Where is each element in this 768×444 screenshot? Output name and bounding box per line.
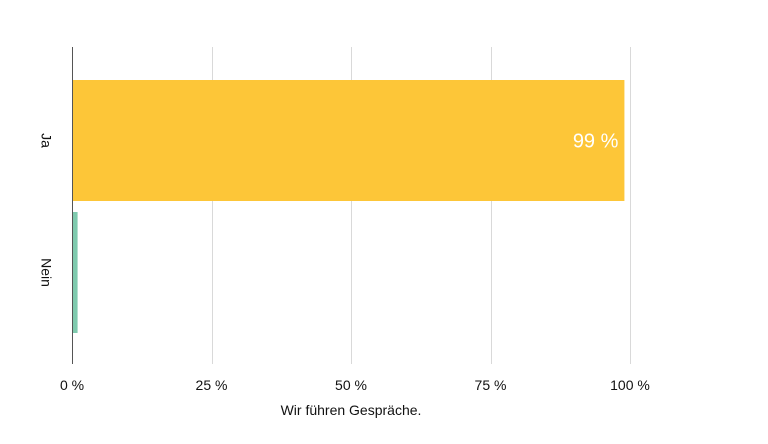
category-label-nein: Nein bbox=[38, 258, 54, 287]
category-labels: Ja Nein bbox=[38, 133, 54, 287]
bar-nein bbox=[72, 212, 78, 333]
x-tick-label-25: 25 % bbox=[196, 377, 228, 393]
x-tick-label-0: 0 % bbox=[60, 377, 84, 393]
data-label-ja: 99 % bbox=[573, 131, 619, 153]
bars bbox=[72, 80, 625, 333]
x-axis-title: Wir führen Gespräche. bbox=[281, 402, 422, 418]
x-tick-label-50: 50 % bbox=[335, 377, 367, 393]
x-tick-labels: 0 % 25 % 50 % 75 % 100 % bbox=[60, 377, 650, 393]
x-tick-label-75: 75 % bbox=[475, 377, 507, 393]
data-labels: 99 % 1 % bbox=[37, 131, 619, 285]
bar-ja bbox=[72, 80, 625, 201]
x-tick-label-100: 100 % bbox=[610, 377, 650, 393]
category-label-ja: Ja bbox=[38, 133, 54, 148]
data-label-nein: 1 % bbox=[37, 263, 72, 285]
